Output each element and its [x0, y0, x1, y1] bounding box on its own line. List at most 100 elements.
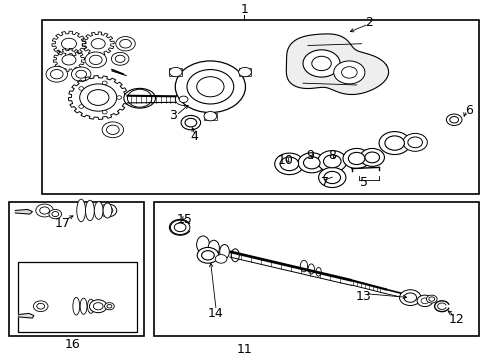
- Circle shape: [71, 67, 91, 81]
- Ellipse shape: [73, 297, 80, 315]
- Circle shape: [364, 152, 379, 163]
- Text: 7: 7: [320, 176, 328, 189]
- Ellipse shape: [315, 267, 321, 276]
- Circle shape: [89, 55, 102, 64]
- Text: 4: 4: [190, 130, 198, 144]
- Circle shape: [317, 150, 346, 172]
- Ellipse shape: [94, 202, 103, 219]
- Circle shape: [107, 305, 112, 308]
- Circle shape: [324, 171, 340, 184]
- Ellipse shape: [231, 249, 239, 262]
- Text: 16: 16: [65, 338, 81, 351]
- Circle shape: [52, 212, 59, 217]
- Circle shape: [127, 89, 152, 107]
- Circle shape: [311, 56, 330, 71]
- Circle shape: [298, 153, 325, 173]
- Circle shape: [238, 67, 251, 77]
- Ellipse shape: [103, 203, 112, 218]
- Circle shape: [280, 157, 298, 171]
- Circle shape: [201, 251, 214, 260]
- Circle shape: [175, 93, 191, 105]
- Text: 5: 5: [359, 176, 367, 189]
- Ellipse shape: [77, 199, 85, 222]
- Ellipse shape: [123, 88, 155, 108]
- Polygon shape: [19, 314, 34, 318]
- Circle shape: [399, 290, 420, 306]
- Circle shape: [215, 255, 226, 263]
- Polygon shape: [286, 34, 388, 95]
- Circle shape: [407, 137, 422, 148]
- Circle shape: [104, 303, 114, 310]
- Circle shape: [79, 105, 83, 108]
- Bar: [9, 202, 143, 336]
- Circle shape: [103, 207, 113, 214]
- Circle shape: [446, 114, 461, 126]
- Bar: [238, 68, 251, 76]
- Circle shape: [102, 111, 107, 114]
- Bar: [169, 68, 182, 76]
- Text: 15: 15: [177, 213, 193, 226]
- Circle shape: [384, 136, 404, 150]
- Circle shape: [186, 69, 233, 104]
- Circle shape: [323, 155, 340, 168]
- Ellipse shape: [80, 298, 87, 314]
- Circle shape: [33, 301, 48, 312]
- Circle shape: [36, 204, 53, 217]
- Circle shape: [87, 90, 109, 105]
- Circle shape: [80, 84, 117, 111]
- Circle shape: [184, 118, 196, 127]
- Bar: [42, 21, 478, 194]
- Circle shape: [85, 52, 106, 68]
- Circle shape: [49, 210, 61, 219]
- Text: 2: 2: [364, 16, 372, 29]
- Ellipse shape: [307, 264, 314, 274]
- Text: 9: 9: [306, 149, 314, 162]
- Circle shape: [40, 207, 49, 214]
- Circle shape: [203, 112, 216, 121]
- Ellipse shape: [300, 260, 307, 272]
- Bar: [18, 262, 137, 332]
- Circle shape: [99, 204, 117, 217]
- Bar: [154, 202, 478, 336]
- Circle shape: [174, 223, 185, 231]
- Text: 14: 14: [207, 307, 223, 320]
- Circle shape: [197, 247, 218, 263]
- Circle shape: [102, 81, 107, 85]
- Circle shape: [402, 134, 427, 151]
- Circle shape: [181, 116, 200, 130]
- Circle shape: [83, 87, 113, 108]
- Circle shape: [196, 77, 224, 97]
- Circle shape: [426, 295, 436, 303]
- Ellipse shape: [87, 299, 94, 313]
- Bar: [203, 113, 216, 120]
- Circle shape: [449, 117, 458, 123]
- Circle shape: [403, 293, 416, 302]
- Circle shape: [416, 295, 432, 307]
- Text: 6: 6: [464, 104, 472, 117]
- Circle shape: [428, 297, 434, 301]
- Circle shape: [179, 96, 187, 103]
- Circle shape: [61, 38, 76, 49]
- Circle shape: [175, 61, 245, 113]
- Ellipse shape: [208, 240, 219, 256]
- Circle shape: [303, 50, 339, 77]
- Text: 3: 3: [168, 109, 177, 122]
- Circle shape: [50, 69, 63, 79]
- Ellipse shape: [219, 244, 229, 259]
- Ellipse shape: [196, 236, 209, 253]
- Ellipse shape: [85, 200, 94, 221]
- Circle shape: [91, 39, 105, 49]
- Circle shape: [169, 67, 182, 77]
- Circle shape: [115, 55, 125, 62]
- Text: 8: 8: [327, 149, 336, 162]
- Circle shape: [318, 167, 345, 188]
- Circle shape: [333, 61, 364, 84]
- Circle shape: [341, 67, 356, 78]
- Circle shape: [274, 153, 304, 175]
- Polygon shape: [15, 210, 32, 214]
- Text: 11: 11: [236, 343, 252, 356]
- Text: 10: 10: [278, 154, 293, 167]
- Circle shape: [89, 300, 107, 313]
- Circle shape: [378, 132, 409, 154]
- Circle shape: [93, 303, 103, 310]
